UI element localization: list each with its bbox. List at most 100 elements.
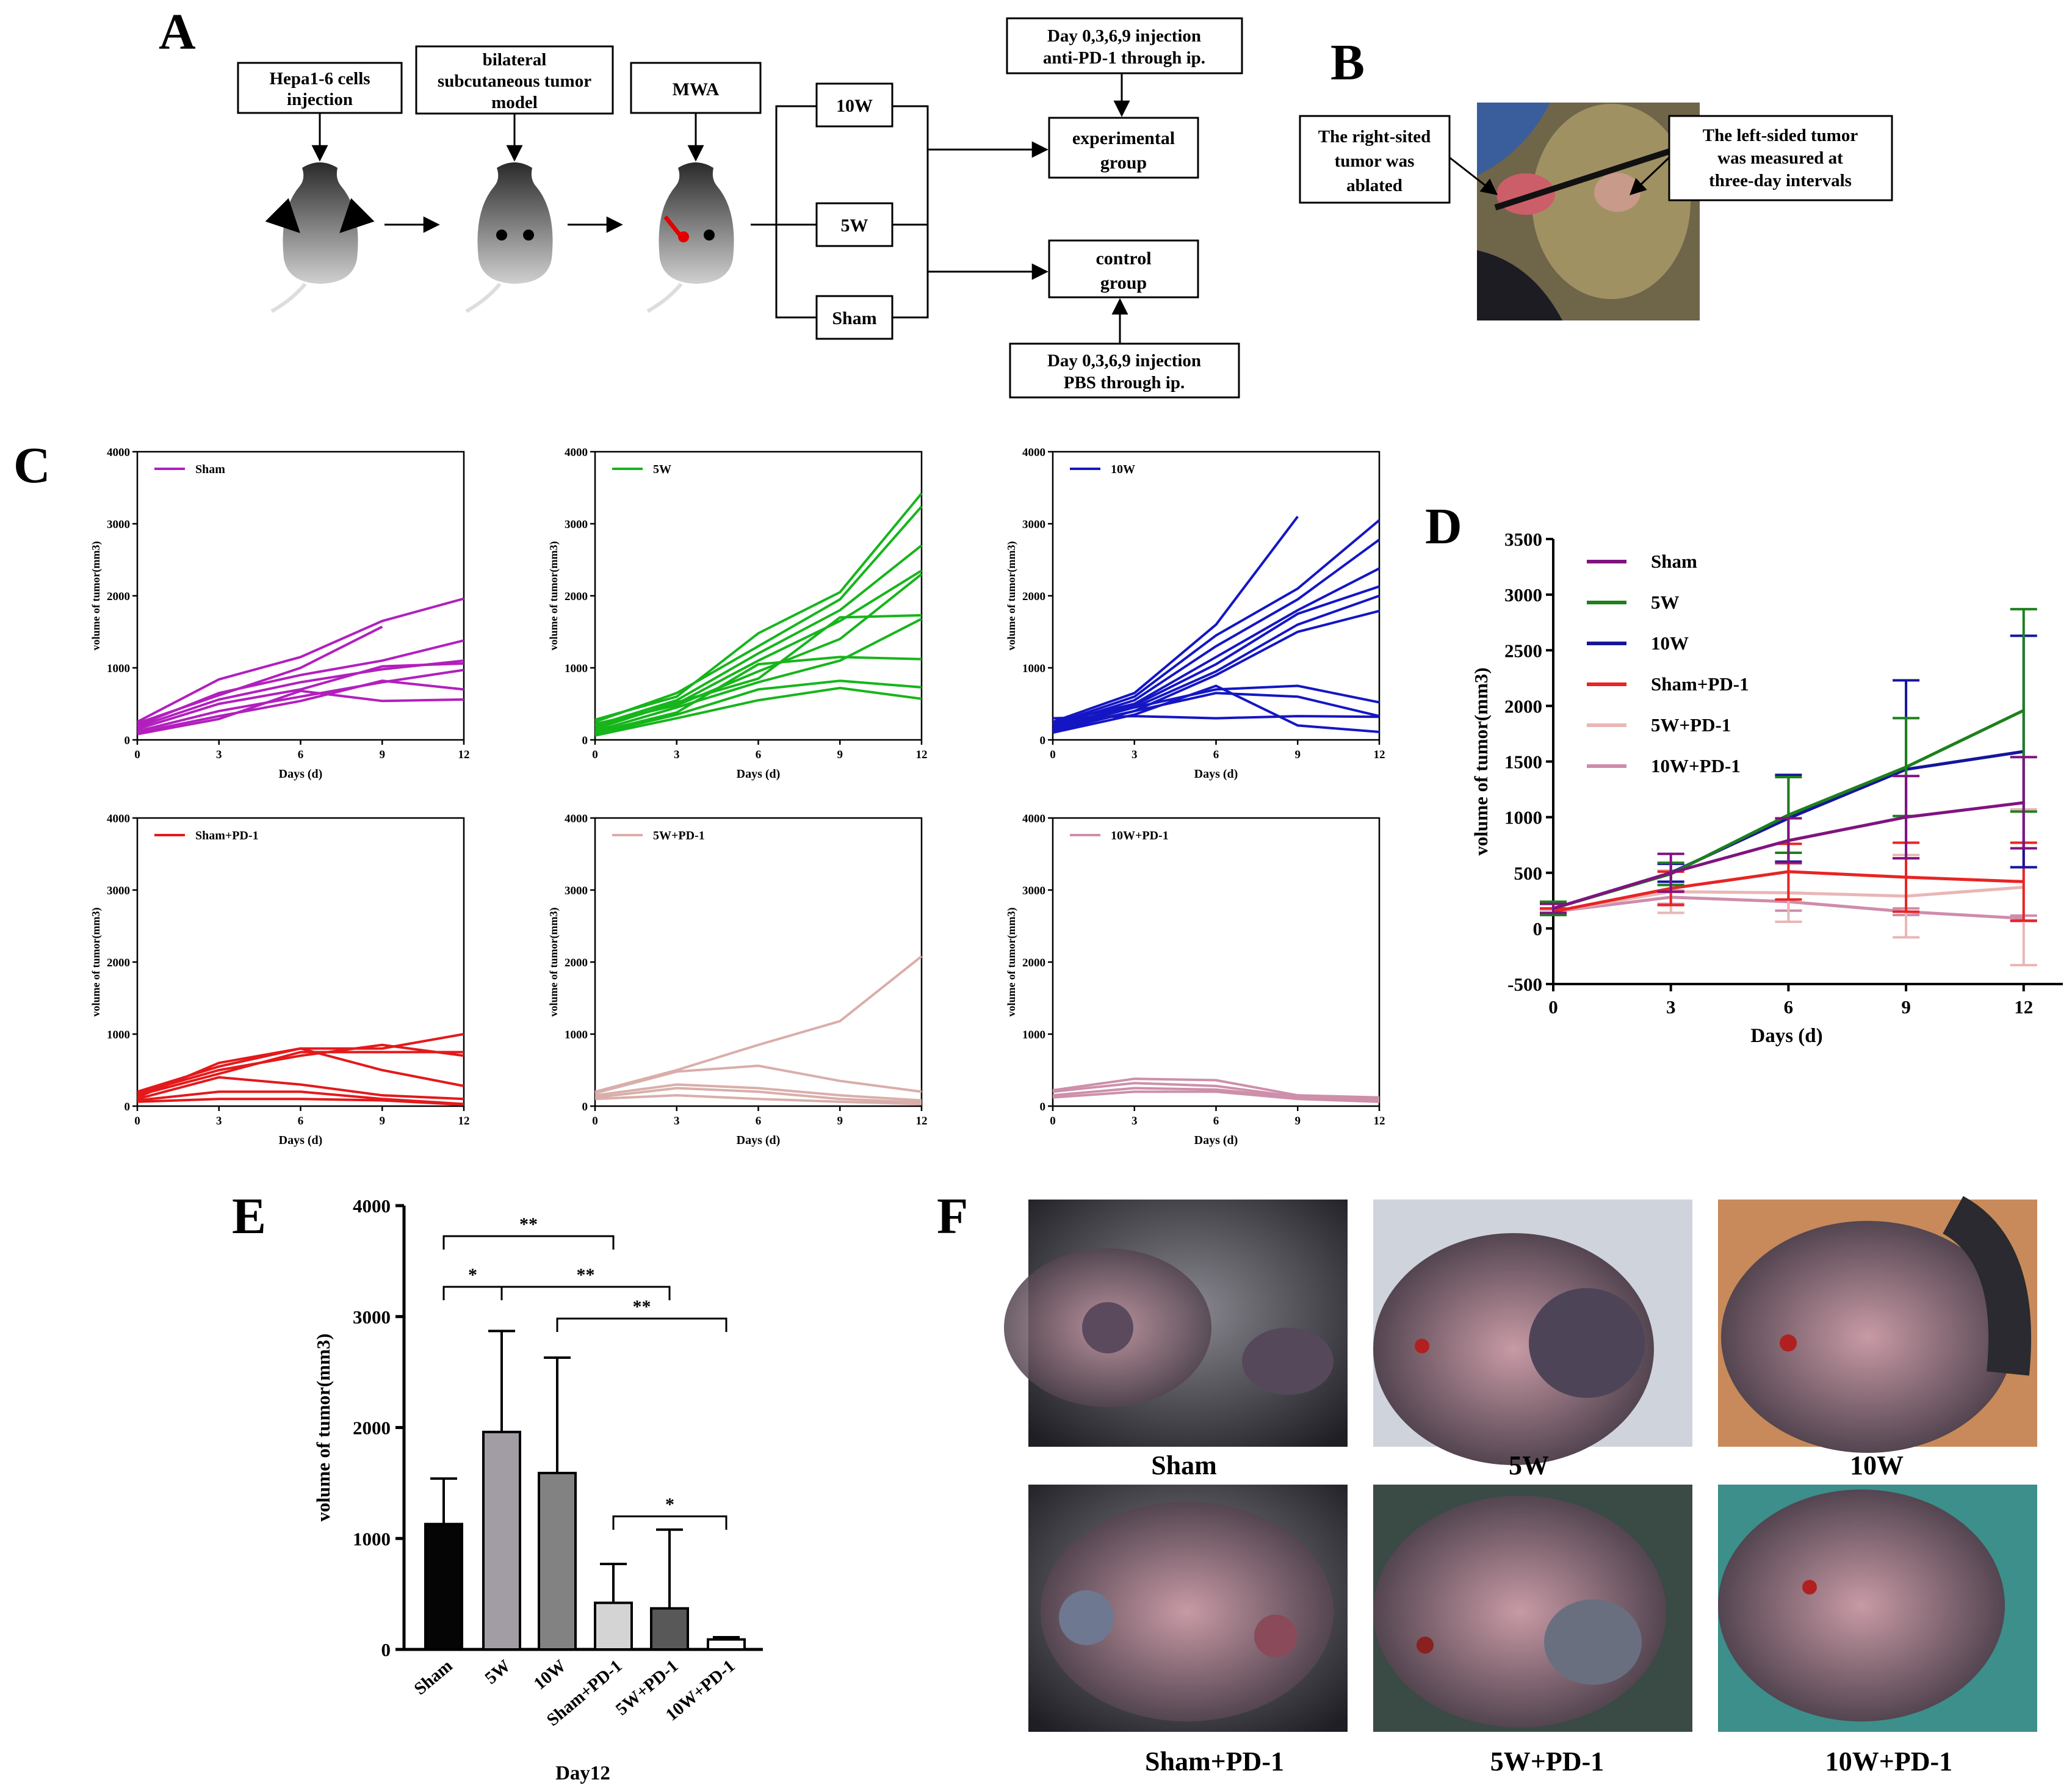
series-line: [137, 659, 464, 728]
y-tick-label: 3000: [107, 885, 130, 897]
y-tick-label: 4000: [1022, 813, 1045, 825]
chart-d-mean-growth: -500 0 500 1000 1500 2000 2500 3000 3500 0 3 6 9 12 Da…: [1470, 529, 2063, 1047]
photo-5w-pd1: [1373, 1485, 1692, 1732]
control-group-box: control group: [1048, 239, 1199, 299]
significance-label: *: [665, 1494, 674, 1515]
x-tick-label: 9: [380, 748, 386, 761]
svg-text:10W: 10W: [836, 96, 873, 116]
x-tick-label: 6: [1784, 996, 1794, 1018]
photo-sham: [1004, 1200, 1348, 1447]
series-line: [594, 618, 922, 733]
significance-label: **: [577, 1265, 595, 1285]
y-tick-label: 3000: [1022, 885, 1045, 897]
x-tick-label: 3: [1132, 1115, 1138, 1127]
y-tick-label: 1000: [353, 1528, 391, 1549]
y-tick-label: 2000: [565, 590, 588, 603]
group-box-10w: 10W: [815, 82, 893, 128]
y-tick-label: 4000: [353, 1195, 391, 1217]
y-tick-label: 0: [582, 1101, 588, 1113]
bar: [482, 1430, 521, 1651]
series-line: [594, 686, 922, 737]
legend-label: Sham: [195, 463, 225, 476]
x-tick-label: 12: [1374, 1115, 1385, 1127]
y-tick-label: 1000: [565, 662, 588, 675]
series-line: [594, 573, 923, 725]
y-tick-label: 0: [1533, 918, 1543, 939]
series-line: [594, 679, 922, 736]
y-tick-label: 3000: [107, 518, 130, 531]
chart-c-sham-pd1: 0 1000 2000 3000 4000 0 3 6 9 12 Days (d) volume of…: [90, 813, 470, 1147]
significance-bracket: [442, 1286, 503, 1300]
photo-label-10w: 10W: [1850, 1450, 1904, 1480]
x-tick-label: 6: [1213, 1115, 1219, 1127]
y-axis-label: volume of tumor(mm3): [547, 908, 560, 1017]
svg-text:5W: 5W: [841, 215, 868, 236]
y-tick-label: 2000: [1504, 695, 1542, 717]
x-tick-label: 5W: [482, 1656, 514, 1688]
y-tick-label: 3500: [1504, 529, 1542, 550]
y-tick-label: 0: [381, 1639, 391, 1660]
series-line: [1052, 567, 1380, 725]
x-tick-label: 0: [592, 748, 598, 761]
x-axis-label: Days (d): [1194, 1134, 1238, 1147]
panel-label-f: F: [937, 1188, 968, 1245]
x-tick-label: 12: [916, 1115, 928, 1127]
photo-label-5w-pd1: 5W+PD-1: [1490, 1746, 1604, 1776]
anti-pd1-injection-note: Day 0,3,6,9 injection anti-PD-1 through …: [1006, 17, 1243, 74]
photo-label-5w: 5W: [1509, 1450, 1549, 1480]
experimental-group-box: experimental group: [1048, 117, 1199, 179]
series-line: [137, 639, 464, 727]
photo-label-sham: Sham: [1151, 1450, 1217, 1480]
series-line: [137, 1076, 464, 1101]
x-tick-label: 3: [674, 748, 680, 761]
svg-text:group: group: [1100, 153, 1147, 173]
series-line: [137, 1047, 464, 1099]
x-tick-label: 6: [756, 748, 762, 761]
bar: [707, 1638, 746, 1651]
series-line: [1052, 684, 1380, 727]
y-tick-label: 2500: [1504, 640, 1542, 661]
chart-c-10w-pd1: 0 1000 2000 3000 4000 0 3 6 9 12 Days (d) volume of…: [1005, 813, 1385, 1147]
group-box-sham: Sham: [815, 295, 893, 340]
legend-label: 5W+PD-1: [653, 829, 705, 842]
chart-e-day12-bars: 0 1000 2000 3000 4000 volume of tumor(mm3) Sha…: [312, 1195, 763, 1784]
y-tick-label: 1000: [1504, 807, 1542, 828]
series-line: [137, 1098, 464, 1106]
legend-label: 5W: [653, 463, 671, 476]
series-line: [1052, 538, 1381, 727]
y-tick-label: 1000: [107, 662, 130, 675]
y-tick-label: 4000: [1022, 446, 1045, 459]
mean-line: [1553, 870, 2024, 913]
svg-text:Sham: Sham: [832, 308, 876, 328]
series-line: [594, 1094, 922, 1106]
x-tick-label: 12: [458, 1115, 470, 1127]
svg-text:bilateral: bilateral: [483, 50, 547, 70]
panel-label-c: C: [13, 437, 51, 494]
y-axis-label: volume of tumor(mm3): [312, 1333, 334, 1521]
y-axis-label: volume of tumor(mm3): [1005, 908, 1018, 1017]
panel-label-a: A: [159, 4, 196, 60]
bar: [650, 1607, 689, 1651]
plot-frame: [594, 451, 923, 741]
chart-c-sham: 0 1000 2000 3000 4000 0 3 6 9 12 Days (d) volume of…: [90, 446, 470, 781]
y-tick-label: 1500: [1504, 751, 1542, 773]
x-axis-label: Days (d): [1194, 767, 1238, 781]
svg-text:subcutaneous tumor: subcutaneous tumor: [438, 71, 591, 91]
series-line: [137, 662, 464, 731]
y-tick-label: 0: [1040, 734, 1046, 747]
y-tick-label: 4000: [107, 813, 130, 825]
svg-text:MWA: MWA: [673, 79, 720, 100]
y-tick-label: 3000: [565, 518, 588, 531]
y-tick-label: 1000: [107, 1029, 130, 1041]
x-tick-label: 6: [298, 748, 304, 761]
series-line: [594, 656, 922, 734]
series-line: [594, 544, 923, 727]
series-line: [1052, 1077, 1380, 1099]
plot-frame: [136, 817, 465, 1107]
series-line: [137, 1043, 464, 1095]
photo-sham-pd1: [1028, 1485, 1348, 1732]
bar: [538, 1472, 577, 1651]
y-tick-label: 1000: [1022, 662, 1045, 675]
x-axis-label: Days (d): [737, 767, 781, 781]
x-tick-label: 0: [1548, 996, 1558, 1018]
